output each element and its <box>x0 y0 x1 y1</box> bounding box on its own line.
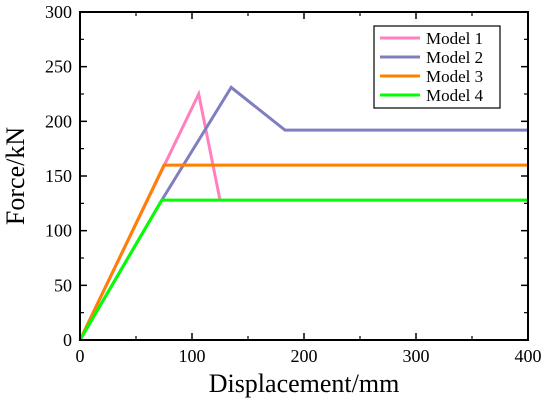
series-line-2 <box>78 85 528 341</box>
y-tick-label: 100 <box>45 221 72 241</box>
y-axis-title: Force/kN <box>1 127 30 225</box>
x-axis-title: Displacement/mm <box>209 369 400 398</box>
series-layer <box>78 85 528 341</box>
x-tick-label: 100 <box>179 346 206 366</box>
series-line-3 <box>78 163 528 341</box>
legend-label-2: Model 2 <box>426 48 483 67</box>
y-tick-label: 250 <box>45 57 72 77</box>
legend-label-1: Model 1 <box>426 29 483 48</box>
x-tick-label: 400 <box>515 346 542 366</box>
x-tick-label: 200 <box>291 346 318 366</box>
y-tick-label: 200 <box>45 111 72 131</box>
legend-label-3: Model 3 <box>426 67 483 86</box>
legend-label-4: Model 4 <box>426 86 484 105</box>
y-tick-label: 50 <box>54 275 72 295</box>
ticks-layer: 0 100 200 300 400 0 50 100 150 200 250 300 <box>45 2 542 366</box>
y-tick-label: 150 <box>45 166 72 186</box>
y-tick-label: 300 <box>45 2 72 22</box>
y-tick-label: 0 <box>63 330 72 350</box>
series-line-4 <box>78 198 528 341</box>
x-tick-label: 0 <box>76 346 85 366</box>
x-tick-label: 300 <box>403 346 430 366</box>
